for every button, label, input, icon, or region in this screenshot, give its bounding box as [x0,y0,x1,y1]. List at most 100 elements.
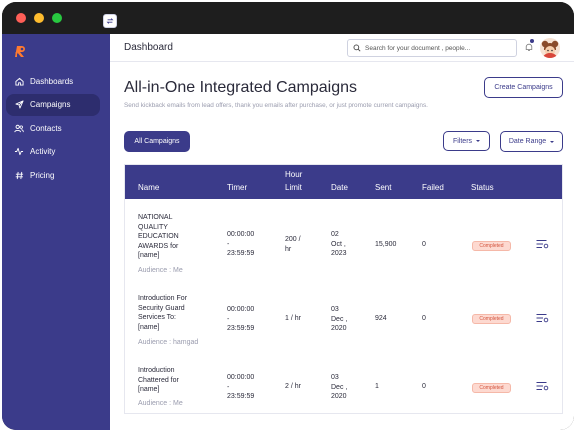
column-header-failed: Failed [422,183,444,192]
title-bar [2,2,574,34]
sidebar-item-activity[interactable]: Activity [6,141,104,163]
status-badge: Completed [472,383,511,393]
notification-dot [530,39,534,43]
avatar[interactable] [540,38,560,58]
date-line: Oct , [331,240,346,248]
column-header-name: Name [138,183,160,192]
timer-line: 23:59:59 [227,250,255,257]
column-header-timer: Timer [227,183,248,192]
campaign-date: 03 Dec , 2020 [331,305,347,334]
campaign-sent: 15,900 [375,241,397,248]
campaign-timer: 00:00:00 - 23:59:59 [227,373,254,402]
filters-button[interactable]: Filters [443,131,490,151]
date-line: 03 [331,374,339,381]
timer-line: - [227,240,230,248]
list-settings-icon[interactable] [536,381,549,391]
campaign-failed: 0 [422,241,426,248]
date-range-button[interactable]: Date Range [500,131,563,152]
search-icon [353,44,361,52]
sidebar-item-pricing[interactable]: Pricing [6,164,104,186]
home-icon [14,76,24,86]
campaign-name-line: QUALITY [138,223,168,231]
timer-line: 23:59:59 [227,393,255,400]
timer-line: - [227,383,230,391]
campaign-name: NATIONAL QUALITY EDUCATION AWARDS for [n… [138,213,179,261]
hour-limit-line: hr [285,245,292,253]
sidebar-item-label: Activity [30,147,56,156]
sidebar: Dashboards Campaigns Contacts Activity [2,34,110,430]
column-header-date: Date [331,183,348,192]
sidebar-nav: Dashboards Campaigns Contacts Activity [2,70,110,188]
date-line: 03 [331,306,339,313]
campaigns-table: Name Timer Hour Limit Date Sent Failed S… [124,164,563,414]
page-subtitle: Send kickback emails from lead offers, t… [124,102,428,109]
top-header: Dashboard [110,34,574,62]
r-logo-icon[interactable] [14,44,28,58]
minimize-window-button[interactable] [34,13,44,23]
sidebar-item-label: Campaigns [30,100,71,109]
main-content: Dashboard [110,34,574,430]
campaign-sent: 924 [375,315,387,322]
date-line: 02 [331,231,339,238]
sidebar-item-dashboards[interactable]: Dashboards [6,70,104,92]
date-line: Dec , [331,383,348,391]
campaign-name-line: NATIONAL [138,214,173,221]
hash-icon [14,170,24,180]
column-header-status: Status [471,183,494,192]
maximize-window-button[interactable] [52,13,62,23]
campaign-name-line: [name] [138,252,160,259]
sidebar-item-label: Dashboards [30,76,74,86]
status-badge: Completed [472,314,511,324]
close-window-button[interactable] [16,13,26,23]
search-box[interactable] [347,39,517,57]
sidebar-item-campaigns[interactable]: Campaigns [6,93,100,116]
list-settings-icon[interactable] [536,239,549,249]
timer-line: 00:00:00 [227,374,255,381]
date-line: 2023 [331,250,347,257]
campaign-name-line: Chattered for [138,376,179,384]
list-settings-icon[interactable] [536,313,549,323]
table-row[interactable]: Introduction Chattered for [name] Audien… [125,355,562,413]
send-icon [14,100,24,110]
campaign-hour-limit: 1 / hr [285,314,301,324]
all-campaigns-button[interactable]: All Campaigns [124,131,190,152]
swap-icon [106,17,114,25]
search-input[interactable] [365,44,515,52]
caret-down-icon [550,140,555,143]
users-icon [14,123,24,133]
campaign-hour-limit: 200 / hr [285,235,301,254]
hour-limit-line: 2 / hr [285,383,301,390]
page-title: All-in-One Integrated Campaigns [124,79,358,96]
bell-icon[interactable] [524,42,534,52]
campaign-timer: 00:00:00 - 23:59:59 [227,305,254,334]
campaign-failed: 0 [422,315,426,322]
timer-line: 23:59:59 [227,325,255,332]
campaign-date: 03 Dec , 2020 [331,373,347,402]
filters-label: Filters [452,137,473,145]
create-campaigns-button[interactable]: Create Campaigns [484,77,563,98]
activity-icon [14,147,24,157]
table-header: Name Timer Hour Limit Date Sent Failed S… [125,165,562,199]
table-row[interactable]: NATIONAL QUALITY EDUCATION AWARDS for [n… [125,199,562,283]
campaign-name-line: EDUCATION [138,233,179,240]
hour-limit-line: 1 / hr [285,315,301,322]
campaign-name-line: Services To: [138,314,176,321]
column-header-hour-limit-line1: Hour [285,170,303,179]
campaign-timer: 00:00:00 - 23:59:59 [227,230,254,259]
hour-limit-line: 200 / [285,236,301,243]
campaign-sent: 1 [375,383,379,390]
sidebar-toggle-button[interactable] [103,14,117,28]
campaign-audience: Audience : Me [138,267,183,274]
sidebar-item-label: Pricing [30,170,55,180]
campaign-name-line: Introduction For [138,295,188,302]
campaign-failed: 0 [422,383,426,390]
sidebar-item-contacts[interactable]: Contacts [6,117,104,139]
date-range-label: Date Range [508,138,547,145]
date-line: 2020 [331,393,347,400]
campaign-audience: Audience : hamgad [138,339,199,346]
table-row[interactable]: Introduction For Security Guard Services… [125,283,562,355]
campaign-date: 02 Oct , 2023 [331,230,347,259]
campaign-name-line: [name] [138,323,160,331]
date-line: 2020 [331,325,347,332]
